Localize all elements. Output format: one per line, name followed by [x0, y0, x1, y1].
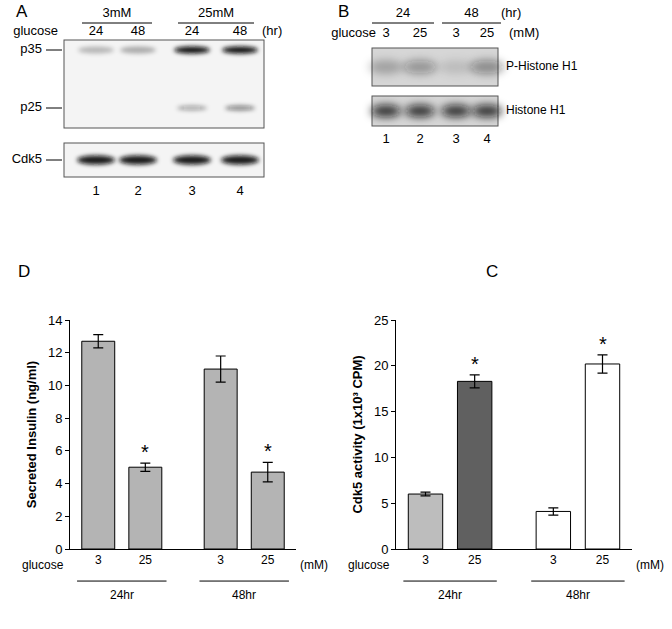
svg-text:3: 3: [452, 131, 459, 146]
svg-text:(mM): (mM): [509, 25, 539, 40]
svg-text:3: 3: [95, 553, 102, 567]
html-text:B: B: [338, 2, 350, 21]
svg-text:glucose: glucose: [22, 558, 64, 572]
svg-text:48hr: 48hr: [232, 588, 256, 602]
html-text:D: D: [18, 262, 31, 281]
svg-text:25: 25: [139, 553, 153, 567]
svg-text:Histone H1: Histone H1: [506, 103, 566, 117]
svg-text:48: 48: [131, 23, 145, 38]
svg-text:48hr: 48hr: [566, 588, 590, 602]
svg-text:25: 25: [468, 553, 482, 567]
svg-text:glucose: glucose: [331, 25, 376, 40]
svg-text:20: 20: [374, 358, 388, 373]
svg-text:p35: p35: [20, 41, 42, 56]
svg-text:3: 3: [382, 25, 389, 40]
svg-text:3mM: 3mM: [103, 5, 132, 20]
svg-text:*: *: [599, 333, 607, 355]
svg-text:4: 4: [55, 476, 62, 491]
svg-text:1: 1: [92, 183, 99, 198]
svg-text:48: 48: [464, 5, 478, 20]
svg-text:10: 10: [374, 450, 388, 465]
svg-text:P-Histone H1: P-Histone H1: [506, 59, 578, 73]
svg-text:(mM): (mM): [300, 558, 328, 572]
svg-text:24: 24: [89, 23, 103, 38]
svg-text:Secreted Insulin (ng/ml): Secreted Insulin (ng/ml): [24, 361, 39, 508]
svg-text:25mM: 25mM: [198, 5, 234, 20]
svg-text:3: 3: [188, 183, 195, 198]
svg-text:3: 3: [217, 553, 224, 567]
svg-text:0: 0: [381, 542, 388, 557]
svg-text:15: 15: [374, 404, 388, 419]
svg-text:24hr: 24hr: [438, 588, 462, 602]
svg-text:24: 24: [396, 5, 410, 20]
svg-text:*: *: [264, 440, 272, 462]
svg-text:12: 12: [48, 345, 62, 360]
svg-text:Cdk5 activity (1x10³ CPM): Cdk5 activity (1x10³ CPM): [350, 355, 365, 513]
svg-text:1: 1: [382, 131, 389, 146]
svg-text:4: 4: [483, 131, 490, 146]
svg-text:25: 25: [480, 25, 494, 40]
html-text:C: C: [486, 262, 499, 281]
svg-text:(mM): (mM): [636, 558, 664, 572]
svg-text:(hr): (hr): [262, 23, 282, 38]
svg-text:2: 2: [416, 131, 423, 146]
svg-text:p25: p25: [20, 99, 42, 114]
svg-text:glucose: glucose: [348, 558, 390, 572]
svg-text:25: 25: [413, 25, 427, 40]
svg-text:24hr: 24hr: [110, 588, 134, 602]
svg-text:4: 4: [236, 183, 243, 198]
svg-text:25: 25: [374, 313, 388, 328]
svg-text:48: 48: [233, 23, 247, 38]
svg-text:24: 24: [185, 23, 199, 38]
svg-text:2: 2: [134, 183, 141, 198]
svg-text:Cdk5: Cdk5: [12, 151, 42, 166]
svg-text:3: 3: [550, 553, 557, 567]
svg-text:3: 3: [452, 25, 459, 40]
svg-text:25: 25: [261, 553, 275, 567]
svg-text:*: *: [471, 353, 479, 375]
svg-text:14: 14: [48, 313, 62, 328]
svg-text:3: 3: [422, 553, 429, 567]
svg-text:6: 6: [55, 443, 62, 458]
svg-text:*: *: [141, 441, 149, 463]
svg-text:2: 2: [55, 509, 62, 524]
svg-text:glucose: glucose: [13, 23, 58, 38]
svg-text:25: 25: [596, 553, 610, 567]
html-text:A: A: [16, 2, 28, 21]
svg-text:10: 10: [48, 378, 62, 393]
svg-text:(hr): (hr): [501, 5, 521, 20]
svg-text:5: 5: [381, 496, 388, 511]
svg-text:0: 0: [55, 542, 62, 557]
svg-text:8: 8: [55, 411, 62, 426]
